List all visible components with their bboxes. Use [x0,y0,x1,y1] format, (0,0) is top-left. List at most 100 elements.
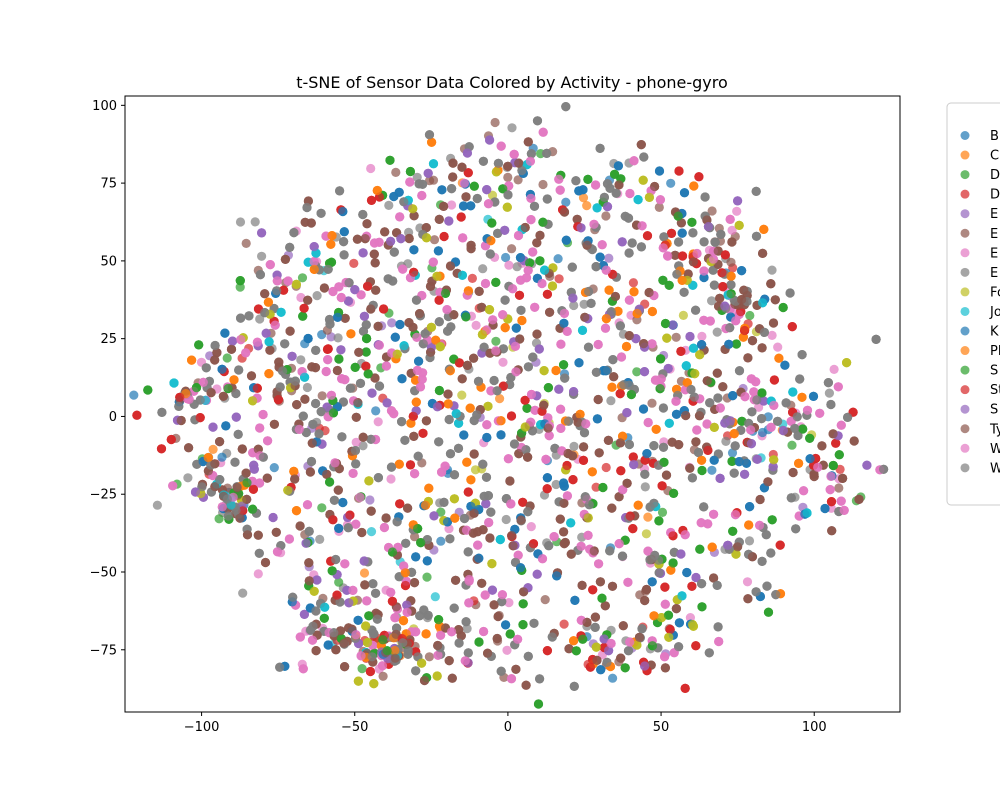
scatter-point [453,443,464,453]
scatter-point [733,542,743,552]
scatter-point [294,424,304,434]
scatter-point [410,532,420,542]
scatter-point [395,499,405,509]
scatter-point [457,390,467,400]
scatter-point [316,407,326,417]
scatter-point [549,532,559,542]
scatter-point [500,323,510,333]
scatter-point [709,573,719,583]
scatter-point [326,257,337,267]
scatter-point [537,278,547,289]
scatter-point [591,180,601,190]
scatter-point [670,250,680,260]
scatter-point [400,435,410,445]
scatter-point [658,403,669,413]
scatter-point [843,412,853,422]
scatter-point [514,449,524,459]
scatter-point [713,622,723,632]
scatter-point [344,598,354,608]
scatter-point [587,467,597,477]
scatter-point [474,637,484,647]
scatter-point [559,360,569,370]
scatter-point [478,156,488,166]
scatter-point [505,476,515,486]
scatter-point [301,538,311,548]
scatter-point [798,424,808,434]
scatter-point [386,236,396,246]
scatter-point [413,451,423,461]
scatter-point [405,166,415,177]
scatter-point [363,369,373,379]
scatter-point [444,414,454,425]
scatter-point [541,454,551,464]
scatter-point [787,440,797,450]
scatter-point [227,336,238,346]
scatter-point [741,458,752,468]
scatter-point [660,599,670,609]
scatter-point [482,185,492,195]
scatter-point [644,287,654,298]
scatter-point [595,143,605,153]
scatter-point [443,399,453,409]
scatter-point [591,642,601,652]
scatter-point [563,416,574,426]
scatter-point [551,365,561,376]
scatter-point [594,559,604,569]
scatter-point [429,511,439,521]
scatter-point [555,514,565,524]
scatter-point [647,306,658,317]
scatter-point [842,358,852,368]
scatter-point [712,368,722,378]
scatter-point [461,192,471,202]
scatter-point [560,373,570,383]
scatter-point [301,427,311,438]
scatter-point [752,454,762,464]
scatter-point [518,620,528,630]
scatter-point [235,282,245,292]
scatter-point [299,609,309,620]
scatter-point [556,339,566,349]
scatter-point [496,141,506,151]
scatter-point [602,179,613,189]
scatter-point [195,413,205,423]
scatter-point [568,293,578,303]
scatter-point [659,232,669,242]
scatter-point [469,449,479,459]
scatter-point [640,469,650,479]
scatter-point [371,588,381,598]
scatter-point [515,253,526,263]
scatter-point [437,185,447,195]
scatter-point [746,374,757,384]
scatter-point [303,295,313,305]
scatter-point [447,627,457,637]
scatter-point [535,256,545,266]
scatter-point [576,541,586,551]
scatter-point [746,439,757,449]
scatter-point [773,416,783,426]
scatter-point [714,636,724,647]
scatter-point [611,188,621,198]
scatter-point [444,656,454,666]
scatter-point [217,502,227,512]
scatter-point [489,375,499,386]
scatter-point [586,298,596,308]
scatter-point [380,227,390,237]
scatter-point [581,419,591,429]
scatter-point [331,554,341,565]
scatter-point [729,429,739,439]
scatter-point [686,384,696,395]
scatter-point [616,466,626,476]
scatter-point [674,166,684,176]
scatter-point [657,507,668,517]
scatter-point [338,497,348,508]
scatter-point [699,502,709,512]
scatter-point [655,384,665,394]
scatter-point [813,462,823,472]
scatter-point [321,366,331,377]
scatter-point [639,339,649,349]
scatter-point [674,618,685,628]
scatter-point [166,434,176,445]
scatter-point [528,247,538,257]
scatter-point [350,285,360,295]
scatter-point [641,529,652,539]
